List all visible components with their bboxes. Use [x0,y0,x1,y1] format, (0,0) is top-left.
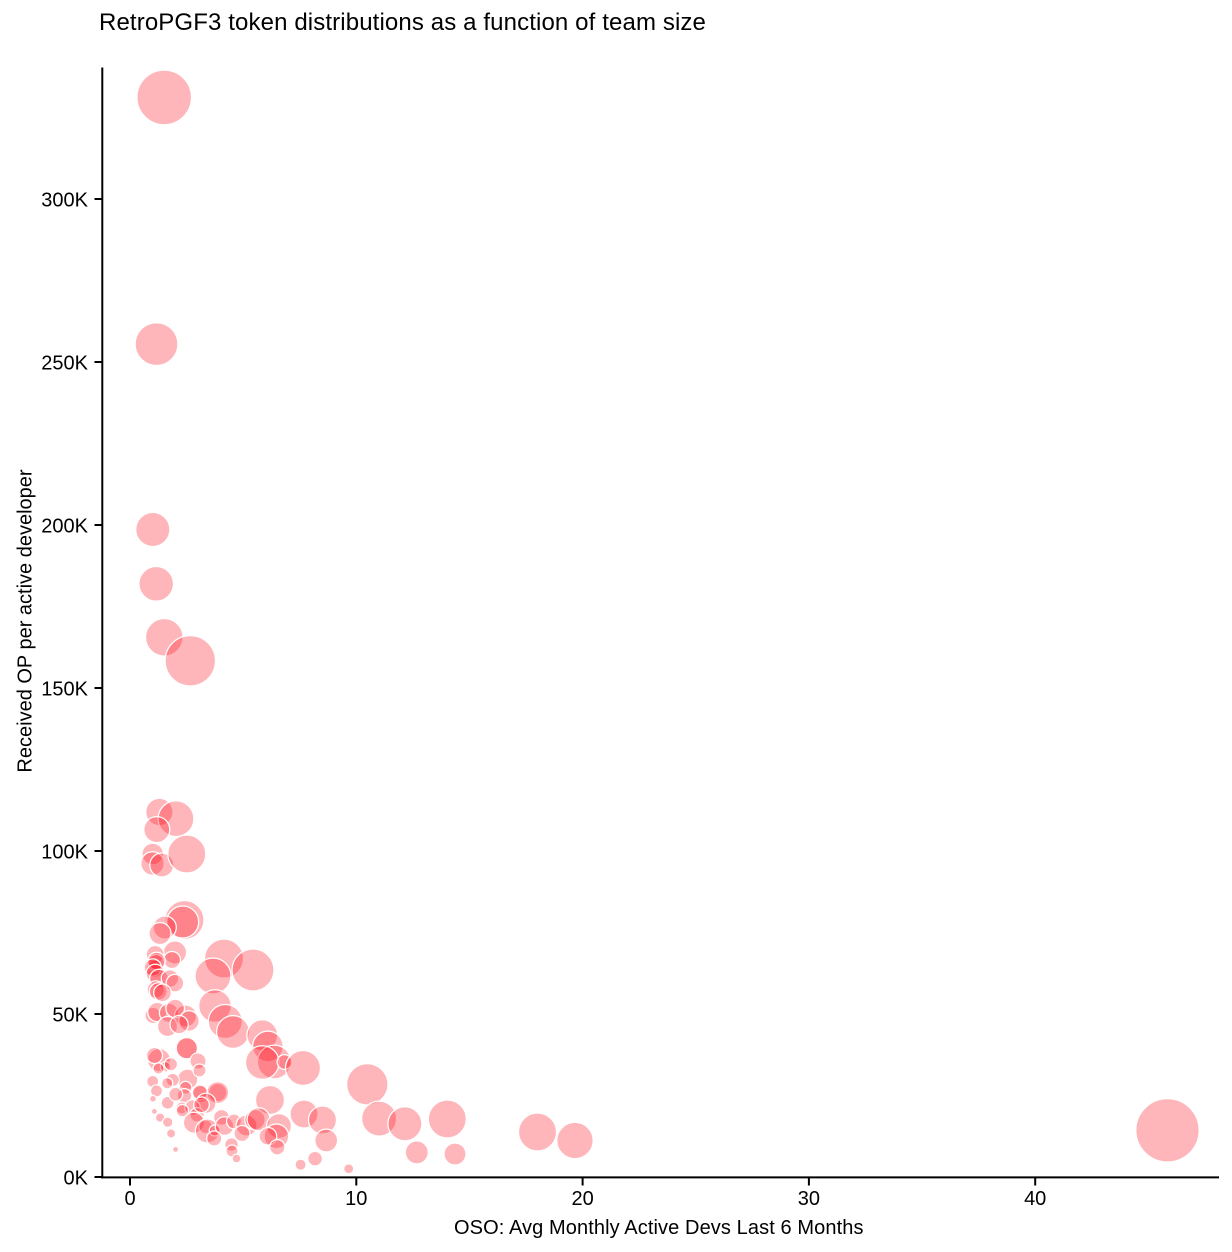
svg-text:50K: 50K [52,1004,88,1026]
svg-text:40: 40 [1024,1188,1046,1210]
svg-text:RetroPGF3 token distributions: RetroPGF3 token distributions as a funct… [99,9,706,36]
svg-text:OSO: Avg Monthly Active Devs L: OSO: Avg Monthly Active Devs Last 6 Mont… [454,1217,864,1239]
svg-text:20: 20 [571,1188,593,1210]
svg-text:100K: 100K [41,841,88,863]
svg-text:0: 0 [124,1188,135,1210]
svg-text:150K: 150K [41,678,88,700]
svg-text:Received OP per active develop: Received OP per active developer [15,469,37,772]
svg-text:250K: 250K [41,352,88,374]
svg-text:10: 10 [345,1188,367,1210]
svg-text:200K: 200K [41,515,88,537]
svg-text:30: 30 [798,1188,820,1210]
svg-text:300K: 300K [41,189,88,211]
svg-text:0K: 0K [64,1167,89,1189]
